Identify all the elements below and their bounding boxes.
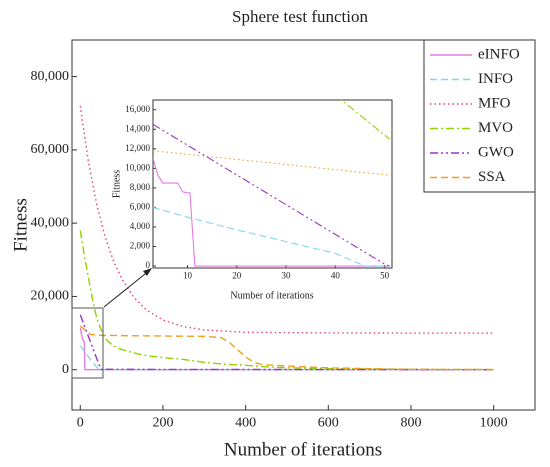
y-tick-label: 0 [62, 362, 69, 377]
y-tick-label: 12,000 [125, 143, 150, 153]
series-line [79, 325, 494, 371]
x-tick-label: 20 [232, 271, 242, 281]
y-tick-label: 80,000 [31, 69, 70, 84]
y-tick-label: 60,000 [31, 142, 70, 157]
series-line [79, 327, 494, 371]
arrow-head [143, 268, 152, 276]
x-tick-label: 200 [152, 416, 173, 431]
x-tick-label: 40 [331, 271, 341, 281]
inset-frame [152, 99, 393, 269]
y-tick-label: 20,000 [31, 289, 70, 304]
series-line [340, 100, 390, 140]
series-line [153, 158, 390, 267]
y-tick-label: 0 [146, 260, 151, 270]
y-tick-label: 10,000 [125, 162, 150, 172]
legend-label: MFO [478, 95, 511, 111]
series-line [79, 230, 494, 371]
legend-label: MVO [478, 120, 513, 136]
x-tick-label: 0 [77, 416, 84, 431]
x-tick-label: 800 [400, 416, 421, 431]
y-tick-label: 6,000 [130, 202, 151, 212]
x-tick-label: 10 [183, 271, 193, 281]
chart-title: Sphere test function [232, 7, 368, 26]
inset-x-label: Number of iterations [230, 290, 313, 301]
y-tick-label: 40,000 [31, 215, 70, 230]
y-tick-label: 16,000 [125, 104, 150, 114]
x-tick-label: 400 [235, 416, 256, 431]
y-tick-label: 2,000 [130, 241, 151, 251]
plot-frame [71, 39, 536, 411]
x-tick-label: 600 [318, 416, 339, 431]
series-line [153, 150, 390, 176]
zoom-box [71, 307, 104, 379]
inset-plot: 10 20 30 40 50 0 2,000 4,000 6,000 8,000 10,000 12,… [125, 100, 390, 281]
legend-label: eINFO [478, 46, 520, 62]
legend-label: INFO [478, 71, 513, 87]
legend-label: GWO [478, 144, 514, 160]
y-tick-label: 14,000 [125, 123, 150, 133]
series-line [153, 123, 390, 267]
zoom-arrow [103, 269, 151, 308]
series-line [79, 314, 494, 371]
series-line [153, 206, 390, 267]
series-line [79, 345, 494, 371]
x-tick-label: 1000 [480, 416, 508, 431]
legend-box [423, 39, 536, 193]
x-tick-label: 30 [282, 271, 292, 281]
x-axis-label: Number of iterations [224, 439, 382, 460]
x-tick-label: 50 [380, 271, 390, 281]
y-tick-label: 8,000 [130, 182, 151, 192]
y-axis-label: Fitness [10, 198, 31, 252]
legend: eINFO INFO MFO MVO GWO SSA [430, 46, 520, 185]
inset-y-label: Fitness [111, 170, 122, 198]
y-tick-label: 4,000 [130, 221, 151, 231]
main-plot: 0 200 400 600 800 1000020,00040,00060,00080,0… [31, 69, 508, 431]
legend-label: SSA [478, 169, 506, 185]
